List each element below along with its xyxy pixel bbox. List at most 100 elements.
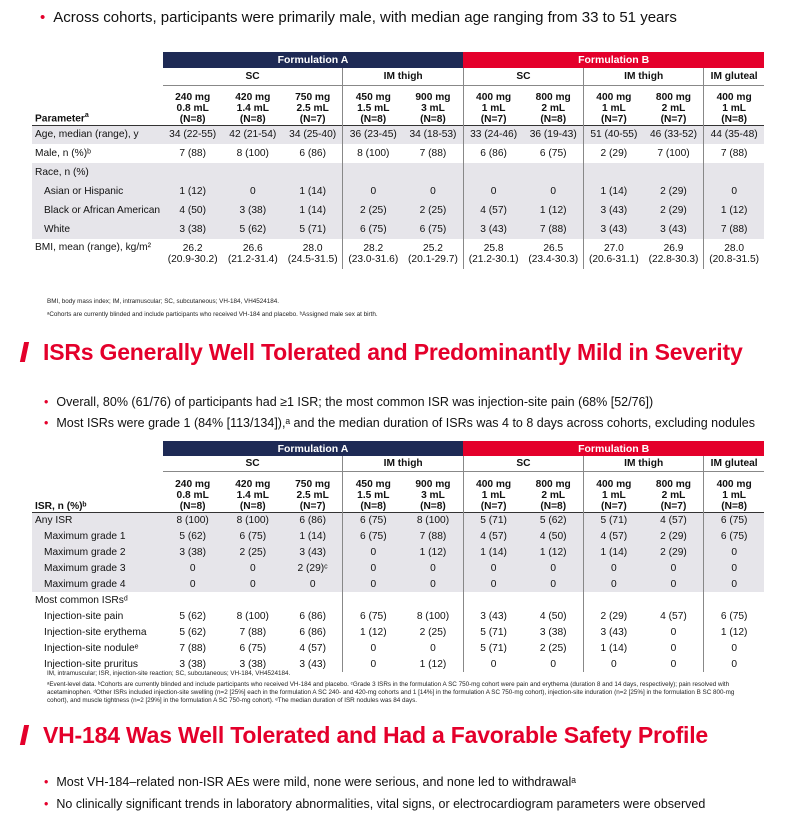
dose-line: 400 mg xyxy=(596,91,632,103)
table-cell: 6 (86) xyxy=(299,514,326,526)
table-cell: 33 (24-46) xyxy=(462,125,524,144)
table-cell: 4 (57) xyxy=(660,514,687,526)
table-cell: 44 (35-48) xyxy=(703,125,764,144)
table-cell: 6 (86) xyxy=(299,610,326,622)
dose-line: 800 mg xyxy=(535,91,571,103)
table-cell: 4 (57) xyxy=(583,528,644,544)
table-cell xyxy=(223,592,283,608)
bullet-text: Most ISRs were grade 1 (84% [113/134]),ᵃ… xyxy=(56,416,755,430)
dose-line: 900 mg xyxy=(415,91,451,103)
table-cell: 2 (25) xyxy=(539,642,567,654)
dose-line: (N=7) xyxy=(299,500,326,512)
dose-line: (N=8) xyxy=(721,500,748,512)
dose-header: 400 mg 1 mL (N=8) xyxy=(703,471,764,512)
table-cell: 6 (75) xyxy=(342,528,404,544)
table-cell: 6 (75) xyxy=(703,608,764,624)
demographics-table: Formulation A Formulation B SC IM thigh … xyxy=(32,52,764,269)
heading-marker xyxy=(19,342,30,362)
dose-header: 400 mg 1 mL (N=7) xyxy=(462,85,524,125)
table-cell: 0 xyxy=(430,562,436,574)
dose-header: 400 mg 1 mL (N=7) xyxy=(462,471,524,512)
table-cell: 5 (71) xyxy=(462,640,524,656)
table-cell xyxy=(462,592,524,608)
table-cell: 0 xyxy=(703,544,764,560)
heading-text: VH-184 Was Well Tolerated and Had a Favo… xyxy=(43,722,709,748)
dose-header: 900 mg 3 mL (N=8) xyxy=(403,471,463,512)
dose-header: 450 mg 1.5 mL (N=8) xyxy=(342,471,404,512)
route-header: IM gluteal xyxy=(703,456,764,472)
table-cell: 0 xyxy=(249,578,256,590)
table-cell: 3 (43) xyxy=(299,546,326,558)
table-cell: 1 (12) xyxy=(703,624,764,640)
dose-header: 240 mg 0.8 mL (N=8) xyxy=(163,471,223,512)
table-cell xyxy=(583,592,644,608)
isr-table: Formulation A Formulation B SC IM thigh … xyxy=(32,441,764,672)
table-cell: 0 xyxy=(462,182,524,201)
bmi-value: (20.9-30.2) xyxy=(167,254,218,265)
table-cell: 0 xyxy=(430,578,436,590)
dose-header: 420 mg 1.4 mL (N=8) xyxy=(223,471,283,512)
table-cell: 2 (29) xyxy=(660,205,687,216)
table-cell xyxy=(283,163,343,182)
bmi-value: (20.1-29.7) xyxy=(408,254,458,265)
bmi-value: 26.9 xyxy=(663,243,684,254)
dose-line: (N=8) xyxy=(721,113,748,125)
table-cell: 2 (25) xyxy=(419,205,447,216)
route-header: IM thigh xyxy=(342,68,464,86)
table-cell: 1 (12) xyxy=(342,624,404,640)
table-cell: 5 (62) xyxy=(539,514,567,526)
row-label: Maximum grade 2 xyxy=(44,546,126,558)
table-cell: 0 xyxy=(670,626,677,638)
table-cell: 0 xyxy=(342,576,404,592)
table-cell: 6 (75) xyxy=(419,224,447,235)
dose-line: 450 mg xyxy=(355,91,391,103)
section-heading-safety: VH-184 Was Well Tolerated and Had a Favo… xyxy=(19,722,709,749)
dose-line: 2.5 mL xyxy=(296,489,329,501)
section-heading-isr: ISRs Generally Well Tolerated and Predom… xyxy=(19,339,743,366)
table-cell: 0 xyxy=(249,562,256,574)
table-cell: 0 xyxy=(342,560,404,576)
table-cell: 2 (29) xyxy=(583,608,644,624)
table-cell: 3 (43) xyxy=(660,224,687,235)
dose-line: 2 mL xyxy=(541,489,566,501)
table-cell: 6 (86) xyxy=(299,148,326,159)
dose-line: 2 mL xyxy=(661,489,686,501)
table-row: Maximum grade 1 5 (62) 6 (75) 1 (14) 6 (75) 7… xyxy=(32,528,764,544)
dose-line: 800 mg xyxy=(655,478,692,490)
table-row: White 3 (38) 5 (62) 5 (71) 6 (75) 6 (75) 3 (43… xyxy=(32,220,764,239)
bmi-value: 26.2 xyxy=(182,243,203,254)
dose-line: (N=8) xyxy=(179,113,206,125)
row-label: Male, n (%)ᵇ xyxy=(35,148,91,159)
row-label: Injection-site pain xyxy=(44,610,124,622)
table-cell: 0 xyxy=(342,656,404,672)
route-header: SC xyxy=(462,456,584,472)
table-cell: 1 (14) xyxy=(583,544,644,560)
dose-line: (N=8) xyxy=(360,500,387,512)
table-cell: 25.2 (20.1-29.7) xyxy=(403,239,463,269)
route-header: IM thigh xyxy=(583,68,704,86)
table-cell: 6 (75) xyxy=(342,608,404,624)
table-cell: 4 (50) xyxy=(179,205,206,216)
row-label: Any ISR xyxy=(35,514,73,526)
table-cell: 0 xyxy=(583,656,644,672)
table-cell: 2 (29) xyxy=(660,186,687,197)
table-cell xyxy=(703,163,764,182)
table1-footnote: ᵃCohorts are currently blinded and inclu… xyxy=(47,311,378,318)
table-cell: 2 (29)ᶜ xyxy=(297,562,328,574)
table-cell: 0 xyxy=(342,544,404,560)
table-cell: 2 (25) xyxy=(239,546,267,558)
row-label: Injection-site pruritus xyxy=(44,658,138,670)
bmi-label: BMI, mean (range), kg/m² xyxy=(35,242,152,253)
bmi-value: 26.6 xyxy=(242,243,263,254)
dose-header: 800 mg 2 mL (N=8) xyxy=(523,471,583,512)
bmi-value: 25.8 xyxy=(483,243,504,254)
bmi-value: 26.5 xyxy=(543,243,564,254)
dose-line: 400 mg xyxy=(476,91,512,103)
table-cell: 6 (86) xyxy=(299,626,326,638)
table-cell: 6 (75) xyxy=(703,512,764,528)
dose-line: (N=8) xyxy=(179,500,206,512)
table-cell: 0 xyxy=(583,576,644,592)
dose-line: 400 mg xyxy=(716,91,752,103)
table-row: Injection-site pain 5 (62) 8 (100) 6 (86) 6 … xyxy=(32,608,764,624)
table-cell: 0 xyxy=(550,562,557,574)
